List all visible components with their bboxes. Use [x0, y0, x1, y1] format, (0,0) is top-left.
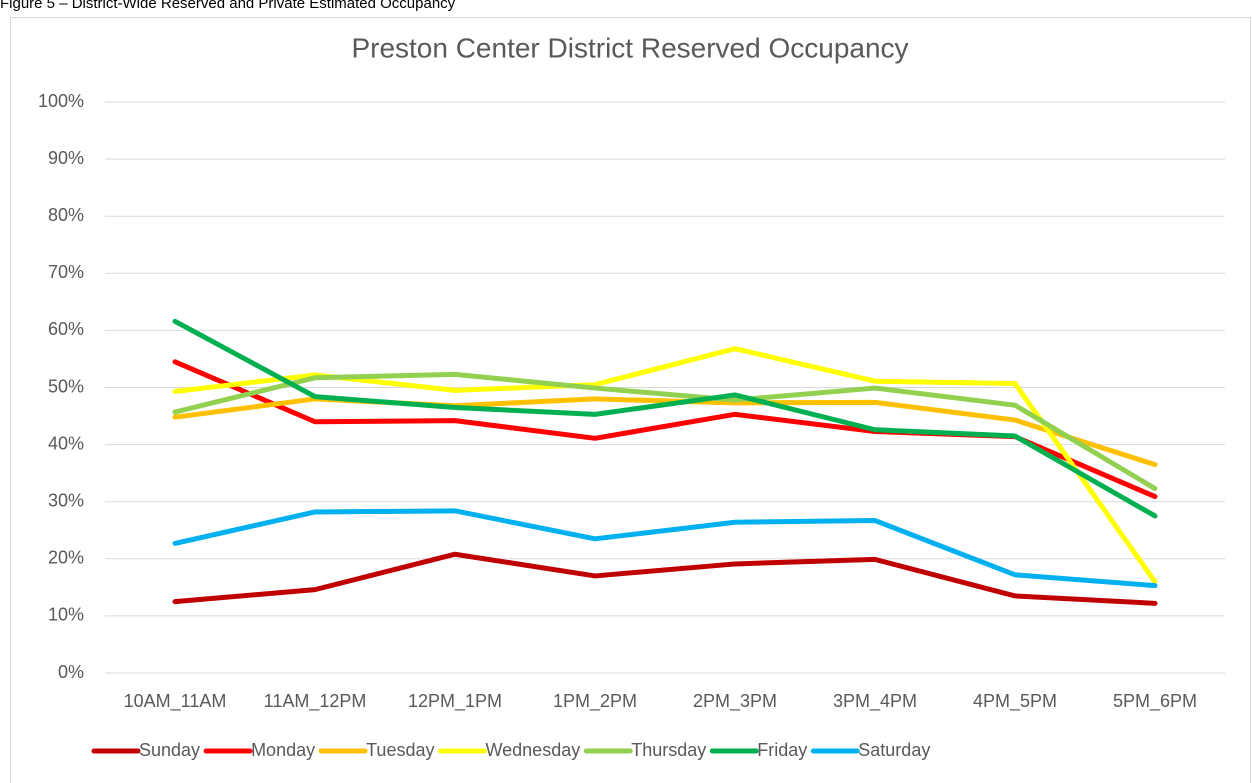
x-tick-label: 4PM_5PM: [973, 691, 1057, 712]
x-tick-label: 1PM_2PM: [553, 691, 637, 712]
y-tick-label: 80%: [48, 205, 84, 225]
x-tick-label: 5PM_6PM: [1113, 691, 1197, 712]
legend-label: Sunday: [139, 740, 200, 760]
x-tick-label: 11AM_12PM: [264, 691, 367, 712]
y-tick-label: 70%: [48, 262, 84, 282]
y-tick-label: 40%: [48, 433, 84, 453]
legend-label: Saturday: [858, 740, 930, 760]
legend-label: Wednesday: [485, 740, 580, 760]
y-tick-label: 10%: [48, 605, 84, 625]
figure-caption: Figure 5 – District-Wide Reserved and Pr…: [0, 0, 456, 12]
series-line: [172, 318, 1158, 519]
y-tick-label: 0%: [58, 662, 84, 682]
series-line: [172, 551, 1158, 606]
chart-title: Preston Center District Reserved Occupan…: [351, 32, 908, 63]
legend-label: Tuesday: [366, 740, 434, 760]
legend-label: Thursday: [631, 740, 706, 760]
legend-label: Friday: [757, 740, 807, 760]
x-tick-label: 3PM_4PM: [833, 691, 917, 712]
y-tick-label: 50%: [48, 376, 84, 396]
y-tick-label: 90%: [48, 148, 84, 168]
series-line: [172, 508, 1158, 589]
x-tick-label: 2PM_3PM: [693, 691, 777, 712]
legend-label: Monday: [251, 740, 315, 760]
y-tick-label: 30%: [48, 490, 84, 510]
y-tick-label: 20%: [48, 548, 84, 568]
x-tick-label: 10AM_11AM: [124, 691, 227, 712]
x-tick-label: 12PM_1PM: [408, 691, 502, 712]
y-tick-label: 60%: [48, 319, 84, 339]
series-line: [172, 371, 1158, 492]
y-tick-label: 100%: [38, 91, 84, 111]
